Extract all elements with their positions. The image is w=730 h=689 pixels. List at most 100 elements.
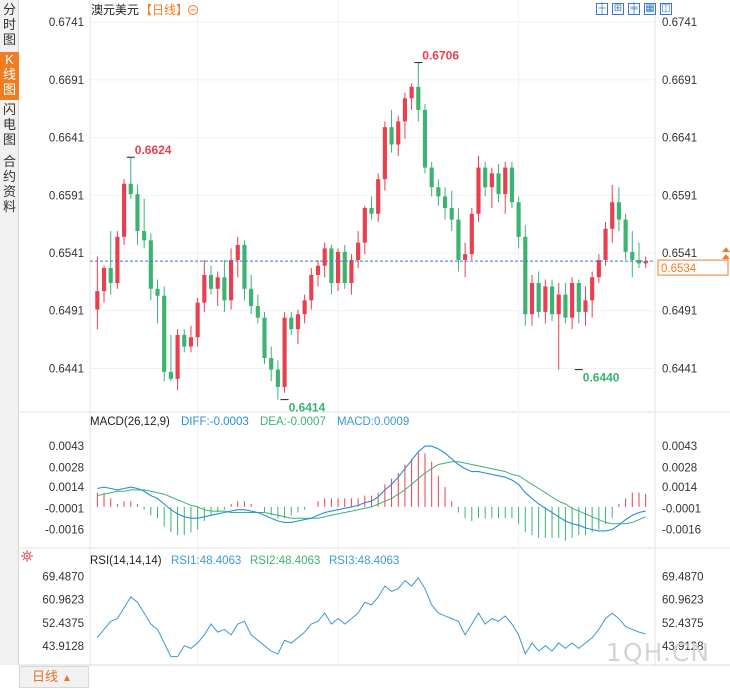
price-tick-label-right: 0.6541 bbox=[662, 248, 697, 260]
macd-legend-diff: DIFF:-0.0003 bbox=[181, 416, 249, 428]
rsi-legend-rsi2: RSI2:48.4063 bbox=[250, 555, 320, 567]
candle-body bbox=[322, 248, 327, 266]
macd-tick-label-right: 0.0043 bbox=[662, 441, 697, 453]
grid-icon[interactable]: ▦ bbox=[644, 3, 656, 15]
candle-body bbox=[630, 251, 635, 260]
candle-body bbox=[302, 300, 307, 315]
macd-legend-name: MACD(26,12,9) bbox=[90, 416, 170, 428]
tab-time-sharing[interactable]: 分时图 bbox=[0, 2, 19, 50]
period-select-button[interactable]: 日线 ▲ bbox=[19, 666, 89, 688]
candle-body bbox=[469, 213, 474, 255]
candle-body bbox=[503, 167, 508, 195]
price-marker-top-icon bbox=[722, 247, 730, 253]
candle-body bbox=[162, 295, 167, 372]
circle-minus-icon[interactable] bbox=[188, 5, 198, 15]
candle-body bbox=[309, 274, 314, 301]
candle-body bbox=[249, 288, 254, 307]
line-indicator-icon[interactable]: ╪ bbox=[628, 3, 640, 15]
candle-body bbox=[456, 219, 461, 260]
tab-contract-info-label: 合约资料 bbox=[3, 154, 17, 214]
candle-body bbox=[155, 288, 160, 296]
candle-body bbox=[596, 259, 601, 278]
candle-body bbox=[242, 244, 247, 289]
rsi-line bbox=[96, 577, 646, 658]
candle-body bbox=[409, 86, 414, 99]
candle-body bbox=[175, 334, 180, 379]
candle-body bbox=[442, 196, 448, 208]
low-price-label: 0.6414 bbox=[289, 401, 326, 415]
candle-body bbox=[549, 286, 555, 315]
candle-body bbox=[108, 268, 113, 284]
price-tick-label-left: 0.6641 bbox=[49, 133, 84, 145]
crosshair-icon[interactable]: ┼ bbox=[596, 3, 608, 15]
candle-body bbox=[636, 259, 642, 264]
candle-body bbox=[570, 283, 575, 318]
tab-kline[interactable]: K线图 bbox=[0, 52, 19, 100]
candle-body bbox=[275, 369, 280, 387]
high-price-label: 0.6624 bbox=[135, 143, 172, 157]
price-tick-label-right: 0.6741 bbox=[662, 17, 697, 29]
candle-body bbox=[235, 244, 240, 260]
price-tick-label-left: 0.6741 bbox=[49, 17, 84, 29]
settings-sun-icon[interactable] bbox=[21, 550, 33, 562]
price-tick-label-left: 0.6541 bbox=[49, 248, 84, 260]
price-tick-label-left: 0.6441 bbox=[49, 363, 84, 375]
candle-body bbox=[369, 208, 374, 214]
rsi-legend-name: RSI(14,14,14) bbox=[90, 555, 162, 567]
candle-body bbox=[142, 231, 147, 241]
compare-icon[interactable]: ◫ bbox=[660, 3, 672, 15]
price-tick-label-right: 0.6691 bbox=[662, 75, 697, 87]
candle-body bbox=[95, 291, 100, 310]
candle-body bbox=[255, 306, 260, 318]
candle-body bbox=[610, 202, 615, 229]
candle-body bbox=[590, 277, 595, 301]
candle-body bbox=[128, 183, 133, 195]
price-panel: 0.6741 0.6741 0.6691 0.6691 0.6641 0.6641 0.65… bbox=[49, 17, 730, 415]
macd-panel: 0.0043 0.0043 0.0028 0.0028 0.0014 0.0014 -0.0… bbox=[45, 441, 701, 541]
candle-body bbox=[222, 277, 227, 301]
high-price-label: 0.6706 bbox=[422, 49, 459, 63]
candle-body bbox=[208, 274, 214, 289]
candle-body bbox=[483, 167, 488, 188]
expand-icon[interactable]: ⊞ bbox=[612, 3, 624, 15]
candle-body bbox=[229, 259, 234, 301]
candle-body bbox=[315, 265, 321, 275]
tab-flash[interactable]: 闪电图 bbox=[0, 102, 19, 150]
rsi-legend-rsi3: RSI3:48.4063 bbox=[329, 555, 399, 567]
candle-body bbox=[269, 358, 274, 370]
candle-body bbox=[349, 259, 354, 284]
candle-body bbox=[115, 236, 120, 284]
macd-diff-line bbox=[97, 445, 646, 532]
candle-body bbox=[148, 240, 153, 289]
macd-legend-macd: MACD:0.0009 bbox=[337, 416, 409, 428]
macd-tick-label-left: -0.0016 bbox=[45, 524, 84, 536]
labels: 澳元美元 【日线】 MACD(26,12,9) DIFF:-0.0003 DEA… bbox=[90, 3, 409, 567]
macd-legend-dea: DEA:-0.0007 bbox=[260, 416, 326, 428]
rsi-tick-label-right: 52.4375 bbox=[662, 618, 704, 630]
kline-chart[interactable]: 0.6741 0.6741 0.6691 0.6691 0.6641 0.6641 0.65… bbox=[0, 0, 730, 666]
rsi-tick-label-right: 69.4870 bbox=[662, 572, 704, 584]
tab-contract-info[interactable]: 合约资料 bbox=[0, 154, 19, 216]
candle-body bbox=[295, 314, 301, 330]
candle-body bbox=[516, 202, 521, 237]
candle-body bbox=[543, 286, 548, 312]
rsi-tick-label-right: 60.9623 bbox=[662, 595, 704, 607]
period-select-label: 日线 bbox=[32, 669, 59, 684]
price-tick-label-right: 0.6641 bbox=[662, 133, 697, 145]
price-tick-label-right: 0.6591 bbox=[662, 190, 697, 202]
candle-body bbox=[523, 236, 528, 315]
price-tick-label-right: 0.6491 bbox=[662, 306, 697, 318]
chevron-up-icon: ▲ bbox=[62, 673, 72, 684]
price-tick-label-right: 0.6441 bbox=[662, 363, 697, 375]
candle-body bbox=[396, 121, 401, 145]
candle-body bbox=[583, 300, 588, 312]
candle-body bbox=[509, 167, 514, 203]
candle-body bbox=[529, 283, 535, 315]
current-price-box bbox=[657, 259, 729, 276]
rsi-tick-label-left: 43.9128 bbox=[42, 641, 84, 653]
candle-body bbox=[182, 334, 187, 347]
candle-body bbox=[616, 202, 621, 220]
candle-body bbox=[476, 167, 481, 214]
candle-body bbox=[215, 277, 220, 289]
macd-tick-label-right: 0.0014 bbox=[662, 482, 698, 494]
